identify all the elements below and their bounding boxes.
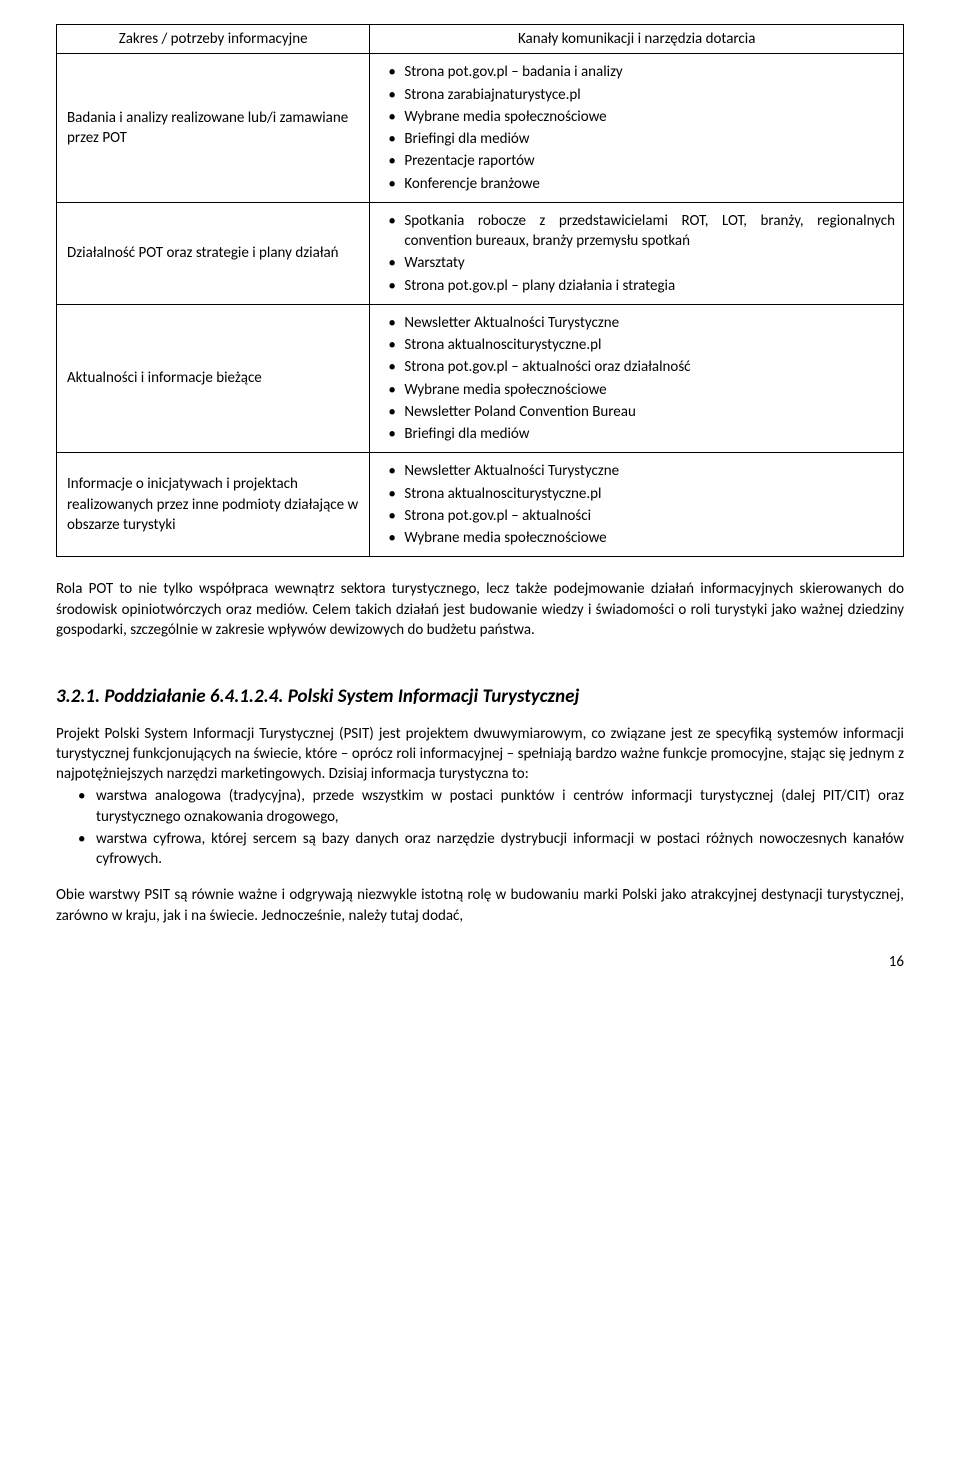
list-item: Wybrane media społecznościowe (378, 380, 895, 400)
list-item: Briefingi dla mediów (378, 129, 895, 149)
list-item: Wybrane media społecznościowe (378, 528, 895, 548)
list-item: Prezentacje raportów (378, 151, 895, 171)
table-row-right: Strona pot.gov.pl – badania i analizy Str… (370, 54, 904, 203)
section-title-psit: 3.2.1. Poddziałanie 6.4.1.2.4. Polski Sy… (56, 684, 904, 710)
table-header-right: Kanały komunikacji i narzędzia dotarcia (370, 25, 904, 54)
list-item: Newsletter Poland Convention Bureau (378, 402, 895, 422)
paragraph-psit-layers: Obie warstwy PSIT są równie ważne i odgr… (56, 885, 904, 926)
paragraph-role-pot: Rola POT to nie tylko współpraca wewnątr… (56, 579, 904, 640)
list-item: Strona zarabiajnaturystyce.pl (378, 85, 895, 105)
table-row-left: Działalność POT oraz strategie i plany d… (57, 202, 370, 304)
list-item: Strona pot.gov.pl – aktualności oraz dzi… (378, 357, 895, 377)
page-number: 16 (56, 952, 904, 972)
list-item: Newsletter Aktualności Turystyczne (378, 461, 895, 481)
table-row-right: Newsletter Aktualności Turystyczne Strona… (370, 453, 904, 557)
list-item: Newsletter Aktualności Turystyczne (378, 313, 895, 333)
table-row-right: Newsletter Aktualności TurystyczneStrona… (370, 304, 904, 453)
list-item: Wybrane media społecznościowe (378, 107, 895, 127)
list-item: Konferencje branżowe (378, 174, 895, 194)
table-row-left: Badania i analizy realizowane lub/i zama… (57, 54, 370, 203)
communication-channels-table: Zakres / potrzeby informacyjne Kanały ko… (56, 24, 904, 557)
list-item: Warsztaty (378, 253, 895, 273)
list-item: Spotkania robocze z przedstawicielami RO… (378, 211, 895, 252)
list-item: Briefingi dla mediów (378, 424, 895, 444)
list-item: Strona pot.gov.pl – plany działania i st… (378, 276, 895, 296)
table-row-right: Spotkania robocze z przedstawicielami RO… (370, 202, 904, 304)
list-item: Strona pot.gov.pl – aktualności (378, 506, 895, 526)
list-item: warstwa analogowa (tradycyjna), przede w… (56, 786, 904, 827)
list-item: Strona aktualnosciturystyczne.pl (378, 335, 895, 355)
table-row-left: Informacje o inicjatywach i projektach r… (57, 453, 370, 557)
list-item: Strona aktualnosciturystyczne.pl (378, 484, 895, 504)
table-row-left: Aktualności i informacje bieżące (57, 304, 370, 453)
psit-layers-list: warstwa analogowa (tradycyjna), przede w… (56, 786, 904, 869)
table-header-left: Zakres / potrzeby informacyjne (57, 25, 370, 54)
list-item: Strona pot.gov.pl – badania i analizy (378, 62, 895, 82)
list-item: warstwa cyfrowa, której sercem są bazy d… (56, 829, 904, 870)
paragraph-psit-intro: Projekt Polski System Informacji Turysty… (56, 724, 904, 785)
